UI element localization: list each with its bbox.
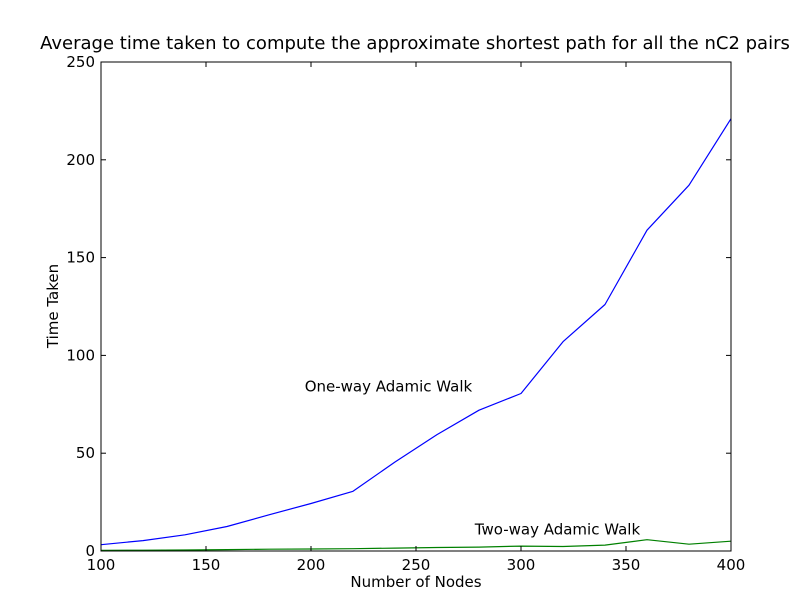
- y-tick-label: 0: [85, 542, 95, 560]
- y-axis-title: Time Taken: [44, 264, 62, 349]
- ticks-layer: 100 150 200 250 300 350 400 0 50 100 150 200 250: [66, 53, 745, 574]
- plot-frame: [100, 61, 732, 552]
- series-annotation-0: One-way Adamic Walk: [305, 378, 473, 396]
- data-point-0-6: [352, 490, 355, 493]
- data-point-1-9: [478, 546, 481, 549]
- y-tick-label: 150: [66, 249, 95, 267]
- data-point-1-7: [394, 547, 397, 550]
- y-tick-label: 200: [66, 151, 95, 169]
- x-tick-label: 100: [87, 556, 116, 574]
- x-axis-title: Number of Nodes: [350, 573, 481, 591]
- data-point-0-13: [646, 229, 649, 232]
- x-tick-label: 350: [612, 556, 641, 574]
- data-point-0-10: [520, 392, 523, 395]
- data-point-1-6: [352, 547, 355, 550]
- data-point-0-14: [688, 184, 691, 187]
- series-line-0: [100, 118, 732, 546]
- data-point-0-4: [268, 513, 271, 516]
- data-point-1-12: [604, 544, 607, 547]
- y-tick-label: 50: [76, 444, 95, 462]
- data-point-0-11: [562, 340, 565, 343]
- y-tick-label: 250: [66, 53, 95, 71]
- data-point-0-7: [394, 461, 397, 464]
- plot-layer: One-way Adamic Walk Two-way Adamic Walk: [100, 118, 732, 552]
- data-point-0-5: [310, 502, 313, 505]
- x-tick-label: 150: [192, 556, 221, 574]
- x-tick-label: 400: [717, 556, 746, 574]
- data-point-0-9: [478, 409, 481, 412]
- data-point-1-8: [436, 546, 439, 549]
- data-point-0-3: [226, 525, 229, 528]
- chart-title: Average time taken to compute the approx…: [40, 33, 790, 54]
- x-tick-label: 250: [402, 556, 431, 574]
- x-tick-label: 300: [507, 556, 536, 574]
- y-tick-label: 100: [66, 346, 95, 364]
- data-point-0-12: [604, 303, 607, 306]
- data-point-1-11: [562, 545, 565, 548]
- x-tick-label: 200: [297, 556, 326, 574]
- data-point-0-1: [142, 539, 145, 542]
- data-point-1-13: [646, 538, 649, 541]
- data-point-0-8: [436, 433, 439, 436]
- data-point-0-2: [184, 533, 187, 536]
- data-point-1-14: [688, 543, 691, 546]
- series-annotation-1: Two-way Adamic Walk: [474, 520, 641, 538]
- data-point-1-4: [268, 548, 271, 551]
